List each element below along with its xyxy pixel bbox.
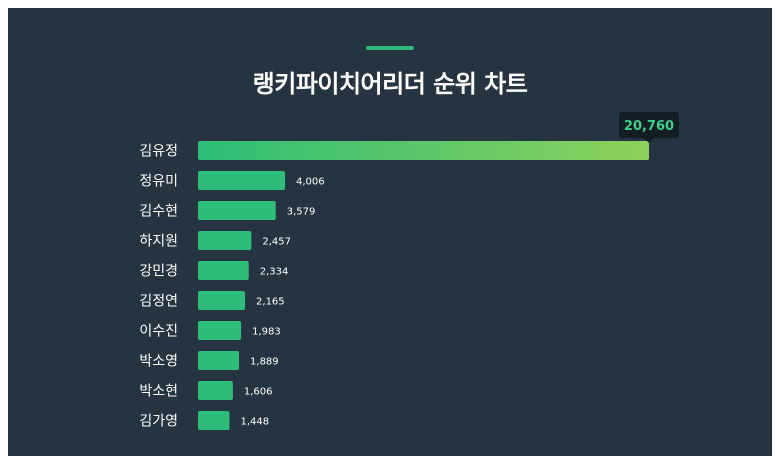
value-label: 2,457 <box>262 237 291 248</box>
tooltip-pointer <box>644 138 654 143</box>
value-label: 1,606 <box>244 387 273 398</box>
bar-chart: 김유정 20,760 정유미 4,006 김수현 3,579 하지원 2,457 강민경 2,33… <box>139 112 679 430</box>
bar <box>198 231 252 250</box>
value-label: 3,579 <box>287 207 316 218</box>
category-label: 하지원 <box>139 234 178 250</box>
category-label: 김정연 <box>139 294 178 310</box>
value-label: 20,760 <box>624 119 674 134</box>
value-label: 1,448 <box>240 417 269 428</box>
value-label: 2,165 <box>256 297 285 308</box>
top-value-tooltip <box>619 112 679 138</box>
bar <box>198 321 242 340</box>
category-label: 김가영 <box>139 414 178 430</box>
bar <box>198 291 246 310</box>
category-label: 김유정 <box>139 144 178 160</box>
bar <box>198 381 233 400</box>
category-label: 김수현 <box>139 204 178 220</box>
chart-panel: 랭키파이치어리더 순위 차트 김유정 20,760 정유미 4,006 김수현 3,579… <box>8 8 772 456</box>
bar <box>198 261 249 280</box>
category-label: 이수진 <box>139 324 178 340</box>
bar <box>198 411 230 430</box>
value-label: 1,889 <box>250 357 279 368</box>
category-label: 박소영 <box>139 354 178 370</box>
bar <box>198 351 240 370</box>
bar <box>198 141 649 160</box>
bar <box>198 201 276 220</box>
value-label: 4,006 <box>296 177 325 188</box>
category-label: 정유미 <box>139 174 178 190</box>
chart-title: 랭키파이치어리더 순위 차트 <box>252 70 528 98</box>
value-label: 1,983 <box>252 327 281 338</box>
bar <box>198 171 286 190</box>
value-label: 2,334 <box>260 267 289 278</box>
category-label: 강민경 <box>139 264 178 280</box>
category-label: 박소현 <box>139 384 178 400</box>
title-accent-bar <box>366 46 414 50</box>
